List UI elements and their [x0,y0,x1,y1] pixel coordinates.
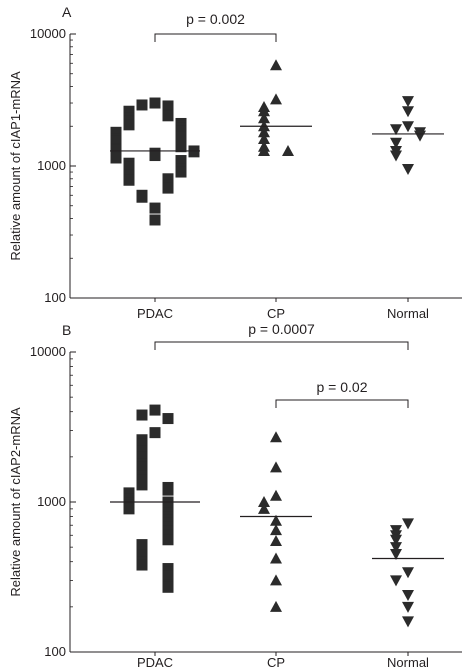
data-point [188,146,200,158]
data-point [414,130,426,142]
data-point [258,133,270,145]
data-point [136,99,148,111]
data-point [136,409,148,421]
data-point [390,575,402,587]
data-point [162,581,174,593]
p-value-label: p = 0.0007 [248,321,315,337]
data-point [402,121,414,133]
data-point [282,144,294,156]
y-tick-label: 1000 [37,158,66,173]
p-value-label: p = 0.002 [186,11,245,27]
data-point [136,438,148,450]
data-point [136,191,148,203]
x-tick-label: PDAC [137,306,173,321]
data-point [162,110,174,122]
y-axis-label: Relative amount of cIAP1-mRNA [8,71,23,261]
significance-bracket [154,341,409,350]
y-tick-label: 10000 [30,344,66,359]
data-point [390,542,402,554]
data-point [136,544,148,556]
data-point [258,105,270,117]
data-point [149,427,161,439]
data-point [123,119,135,131]
data-point [149,404,161,416]
x-tick-label: CP [267,655,285,667]
y-axis-label: Relative amount of cIAP2-mRNA [8,407,23,597]
data-point [110,152,122,164]
data-point [270,431,282,443]
data-point [162,173,174,185]
data-point [123,105,135,117]
data-point [175,131,187,143]
data-point [270,600,282,612]
data-point [270,93,282,105]
x-tick-label: PDAC [137,655,173,667]
significance-bracket [154,33,277,42]
data-point [149,214,161,226]
data-point [390,150,402,162]
data-point [110,144,122,156]
y-tick-label: 10000 [30,26,66,41]
data-point [162,100,174,112]
x-tick-label: CP [267,306,285,321]
data-point [402,601,414,613]
x-tick-label: Normal [387,306,429,321]
data-point [136,445,148,457]
data-point [162,413,174,425]
data-point [402,616,414,628]
data-point [402,96,414,108]
data-point [270,574,282,586]
data-point [162,534,174,546]
y-tick-label: 1000 [37,494,66,509]
data-point [162,484,174,496]
data-point [270,461,282,473]
panel-letter: A [62,4,72,20]
data-point [258,144,270,156]
data-point [270,514,282,526]
data-point [402,589,414,601]
y-tick-label: 100 [44,644,66,659]
data-point [402,567,414,579]
data-point [175,166,187,178]
y-tick-label: 100 [44,290,66,305]
data-point [149,150,161,162]
data-point [258,126,270,138]
data-point [123,503,135,515]
data-point [258,112,270,124]
x-tick-label: Normal [387,655,429,667]
data-point [136,461,148,473]
data-point [149,202,161,214]
data-point [123,174,135,186]
data-point [270,524,282,536]
data-point [258,502,270,514]
data-point [136,549,148,561]
data-point [270,552,282,564]
data-point [390,549,402,561]
data-point [136,451,148,463]
data-point [162,182,174,194]
data-point [270,489,282,501]
data-point [175,141,187,153]
data-point [136,479,148,491]
data-point [402,106,414,118]
data-point [136,559,148,571]
significance-bracket [275,399,409,408]
data-point [175,155,187,167]
data-point [110,126,122,138]
panel-letter: B [62,322,71,338]
data-point [123,161,135,173]
data-point [149,97,161,109]
data-point [390,124,402,136]
data-point [270,534,282,546]
data-point [390,137,402,149]
p-value-label: p = 0.02 [317,379,368,395]
data-point [402,518,414,530]
data-point [390,534,402,546]
data-point [402,163,414,175]
data-point [270,59,282,71]
data-point [258,496,270,507]
